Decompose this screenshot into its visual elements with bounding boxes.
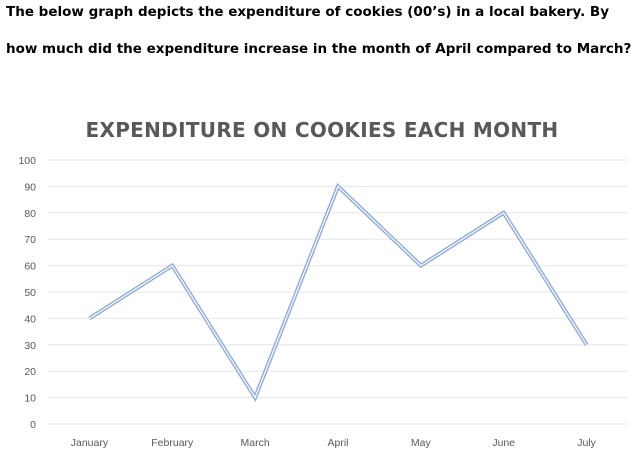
y-tick-label-0: 0 xyxy=(30,419,36,431)
question-line-2: how much did the expenditure increase in… xyxy=(6,41,632,57)
x-axis-ticks: January February March April May June July xyxy=(71,437,597,449)
y-tick-label-30: 30 xyxy=(24,340,36,352)
chart-title: EXPENDITURE ON COOKIES EACH MONTH xyxy=(86,118,559,142)
y-axis-ticks: 0 10 20 30 40 50 60 70 80 90 100 xyxy=(18,155,36,431)
x-tick-label-july: July xyxy=(577,437,596,449)
x-tick-label-january: January xyxy=(71,437,109,449)
y-tick-label-50: 50 xyxy=(24,287,36,299)
x-tick-label-february: February xyxy=(151,437,194,449)
y-tick-label-90: 90 xyxy=(24,181,36,193)
x-tick-label-april: April xyxy=(327,437,348,449)
y-tick-label-60: 60 xyxy=(24,261,36,273)
x-tick-label-march: March xyxy=(241,437,270,449)
question-line-1: The below graph depicts the expenditure … xyxy=(6,4,610,20)
y-tick-label-100: 100 xyxy=(18,155,36,167)
x-tick-label-may: May xyxy=(411,437,432,449)
y-tick-label-80: 80 xyxy=(24,208,36,220)
y-tick-label-20: 20 xyxy=(24,366,36,378)
y-tick-label-10: 10 xyxy=(24,393,36,405)
chart-series xyxy=(88,182,589,403)
y-tick-label-70: 70 xyxy=(24,234,36,246)
x-tick-label-june: June xyxy=(492,437,515,449)
chart-gridlines xyxy=(48,159,628,425)
y-tick-label-40: 40 xyxy=(24,313,36,325)
